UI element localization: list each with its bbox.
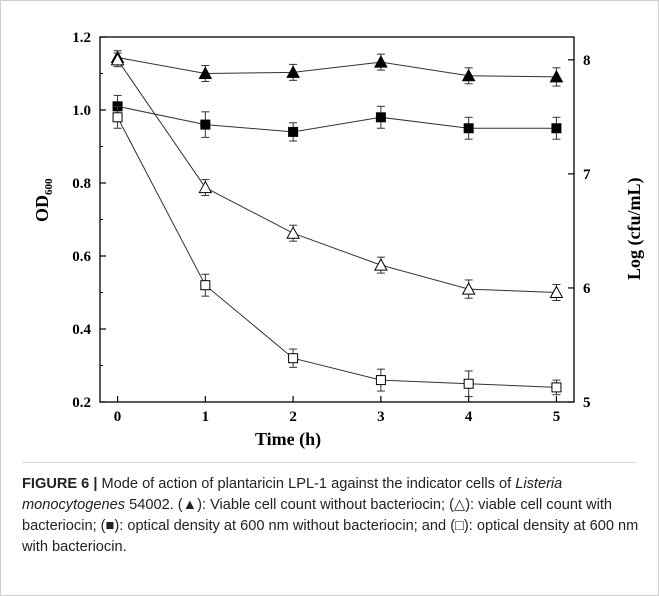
- data-point-filled-triangle: [198, 66, 213, 79]
- data-point-open-square: [463, 378, 474, 389]
- data-point-filled-triangle: [549, 69, 564, 83]
- x-tick-label: 0: [114, 409, 122, 425]
- x-tick-label: 4: [465, 409, 473, 425]
- y-right-tick-label: 8: [583, 53, 591, 69]
- data-point-filled-triangle: [461, 68, 476, 82]
- caption-text-part2: 54002. (▲): Viable cell count without ba…: [22, 497, 639, 555]
- series-line-filled-triangle: [117, 57, 557, 78]
- y-right-tick-label: 5: [583, 395, 591, 411]
- data-point-filled-triangle: [374, 55, 388, 68]
- x-axis-label: Time (h): [255, 429, 321, 450]
- y-axis-right-label: Log (cfu/mL): [624, 178, 645, 281]
- y-right-tick-label: 7: [583, 167, 591, 183]
- data-point-open-square: [288, 353, 299, 364]
- series-line-filled-square: [117, 105, 557, 133]
- caption-separator: [22, 462, 636, 463]
- series-line-open-square: [117, 117, 557, 388]
- x-tick-label: 3: [377, 409, 385, 425]
- data-point-open-triangle: [549, 285, 564, 298]
- data-point-filled-square: [200, 119, 211, 130]
- data-point-open-square: [375, 375, 386, 386]
- data-point-open-triangle: [461, 282, 476, 295]
- data-point-filled-square: [288, 126, 299, 137]
- data-point-filled-square: [375, 112, 386, 123]
- series-line-open-triangle: [117, 59, 557, 293]
- data-point-open-triangle: [198, 180, 213, 194]
- y-left-tick-label: 0.8: [72, 176, 91, 192]
- figure-caption: FIGURE 6 | Mode of action of plantaricin…: [22, 474, 642, 558]
- chart-axes: 0 1 2 3 4 5 0.2 0.4 0.6 0.8 1.0 1.2 5 6 7 8: [72, 30, 591, 425]
- data-point-open-triangle: [374, 258, 388, 271]
- y-left-tick-label: 0.2: [72, 395, 91, 411]
- chart-marks: [110, 50, 564, 398]
- x-tick-label: 5: [553, 409, 561, 425]
- figure-label: FIGURE 6 |: [22, 476, 98, 492]
- y-left-tick-label: 1.2: [72, 30, 91, 46]
- line-chart: 0 1 2 3 4 5 0.2 0.4 0.6 0.8 1.0 1.2 5 6 7 8 Time (h) OD…: [32, 30, 645, 450]
- data-point-open-square: [112, 112, 123, 123]
- data-point-open-square: [551, 382, 562, 393]
- x-tick-label: 2: [289, 409, 297, 425]
- caption-text-part1: Mode of action of plantaricin LPL-1 agai…: [97, 476, 516, 492]
- y-left-tick-label: 0.6: [72, 249, 91, 265]
- y-left-tick-label: 0.4: [72, 322, 91, 338]
- data-point-filled-square: [551, 123, 562, 134]
- caption-species: Listeria monocytogenes: [22, 476, 563, 513]
- y-axis-left-label: OD600: [32, 178, 55, 222]
- x-tick-label: 1: [202, 409, 210, 425]
- data-point-filled-square: [463, 123, 474, 134]
- data-point-open-square: [200, 280, 211, 291]
- y-left-tick-label: 1.0: [72, 103, 91, 119]
- data-point-filled-triangle: [286, 65, 300, 78]
- data-point-open-triangle: [110, 52, 125, 66]
- y-right-tick-label: 6: [583, 281, 591, 297]
- data-point-open-triangle: [286, 226, 300, 239]
